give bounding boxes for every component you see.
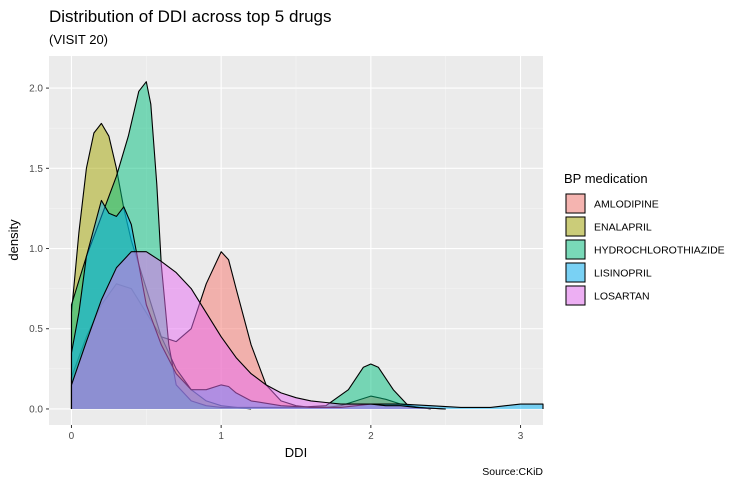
density-areas — [70, 81, 544, 410]
legend-label-lisinopril: LISINOPRIL — [594, 268, 652, 280]
x-axis: 0 1 2 3 — [69, 425, 524, 442]
y-tick-label: 1.5 — [29, 164, 43, 175]
chart-title: Distribution of DDI across top 5 drugs — [49, 7, 332, 26]
x-axis-title: DDI — [285, 445, 307, 460]
y-tick-label: 0.5 — [29, 324, 43, 335]
density-area-losartan — [71, 251, 446, 409]
y-axis-title: density — [6, 219, 21, 261]
x-tick-label: 3 — [518, 431, 524, 442]
legend-swatch-enalapril — [565, 216, 586, 237]
legend: BP medication AMLODIPINE ENALAPRIL HYDROCH… — [564, 171, 725, 306]
x-tick-label: 2 — [368, 431, 374, 442]
legend-swatch-amlodipine — [565, 193, 586, 214]
chart-subtitle: (VISIT 20) — [49, 32, 108, 47]
legend-title: BP medication — [564, 171, 648, 186]
y-tick-label: 1.0 — [29, 244, 43, 255]
density-outline-losartan — [70, 251, 446, 410]
legend-label-enalapril: ENALAPRIL — [594, 222, 652, 234]
y-tick-label: 0.0 — [29, 404, 43, 415]
legend-label-hydrochlorothiazide: HYDROCHLOROTHIAZIDE — [594, 245, 725, 257]
chart-caption: Source:CKiD — [482, 466, 543, 478]
x-tick-label: 1 — [218, 431, 224, 442]
x-tick-label: 0 — [69, 431, 75, 442]
legend-label-losartan: LOSARTAN — [594, 291, 650, 303]
legend-swatch-hydrochlorothiazide — [565, 239, 586, 260]
legend-swatch-lisinopril — [565, 262, 586, 283]
y-axis: 0.0 0.5 1.0 1.5 2.0 — [29, 84, 49, 415]
legend-swatch-losartan — [565, 285, 586, 306]
y-tick-label: 2.0 — [29, 84, 43, 95]
legend-label-amlodipine: AMLODIPINE — [594, 199, 659, 211]
